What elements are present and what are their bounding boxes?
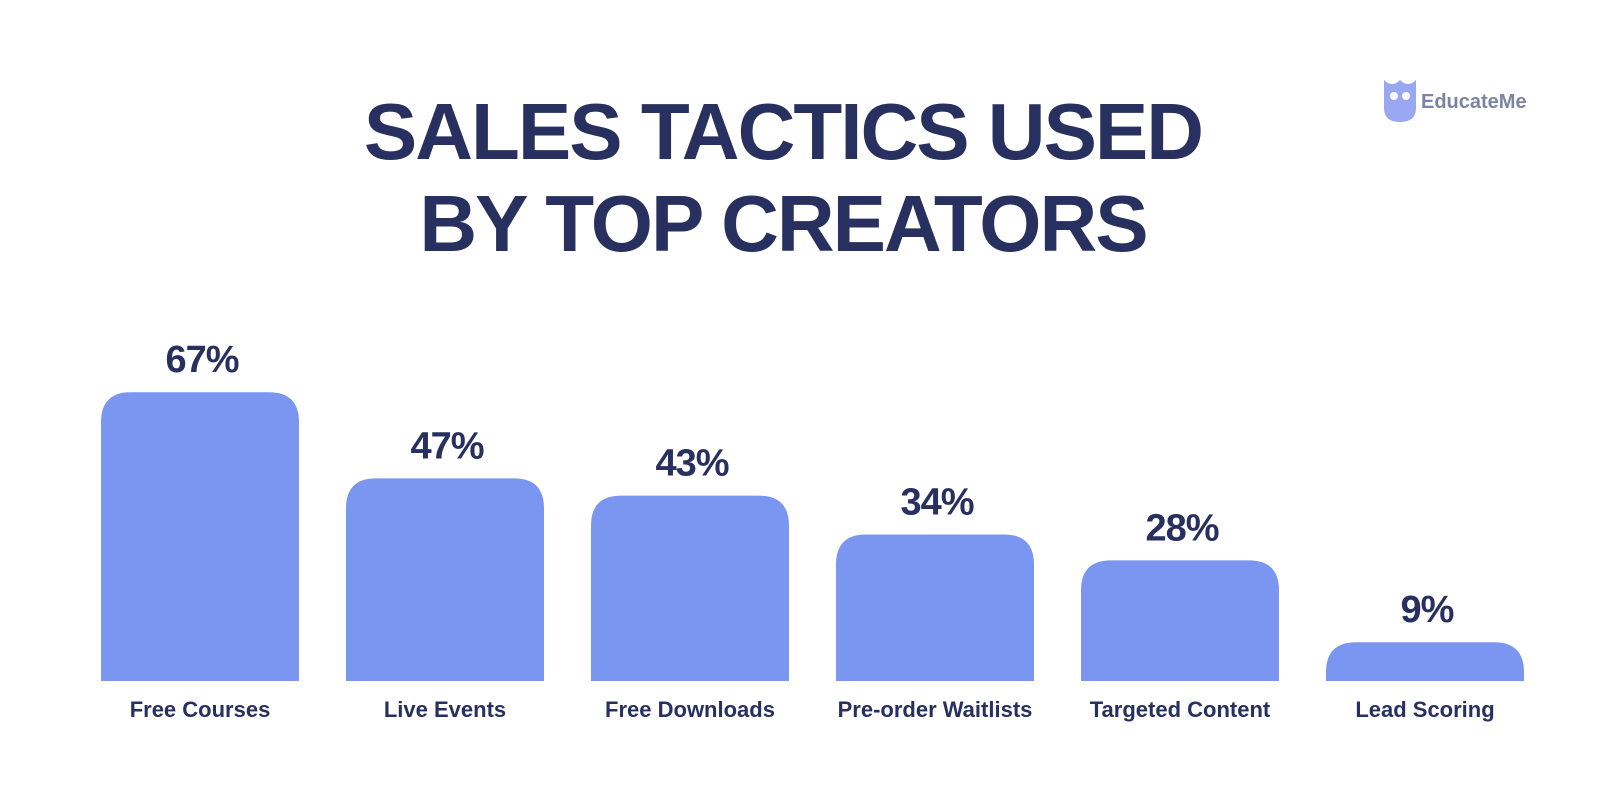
value-label: 28%: [1145, 507, 1218, 549]
bar: [836, 534, 1034, 681]
value-label: 9%: [1401, 589, 1454, 631]
x-tick-label: Targeted Content: [1090, 697, 1271, 722]
bar: [591, 495, 789, 681]
brand-name: EducateMe: [1421, 91, 1527, 113]
logo-icon: [1384, 80, 1416, 122]
logo-eye: [1390, 92, 1398, 100]
bar: [1326, 642, 1524, 681]
x-tick-label: Lead Scoring: [1355, 697, 1494, 722]
logo-eye: [1402, 92, 1410, 100]
x-tick-label: Free Courses: [130, 697, 271, 722]
bar: [346, 478, 544, 681]
value-label: 34%: [900, 481, 973, 523]
value-label: 43%: [655, 443, 728, 485]
x-tick-label: Live Events: [384, 697, 506, 722]
value-label: 67%: [165, 339, 238, 381]
bar: [101, 392, 299, 681]
chart-title: SALES TACTICS USED BY TOP CREATORS: [363, 87, 1204, 268]
value-label: 47%: [410, 425, 483, 467]
bar: [1081, 560, 1279, 681]
x-tick-label: Free Downloads: [605, 697, 775, 722]
x-tick-label: Pre-order Waitlists: [838, 697, 1033, 722]
brand-logo: EducateMe: [1384, 80, 1527, 122]
